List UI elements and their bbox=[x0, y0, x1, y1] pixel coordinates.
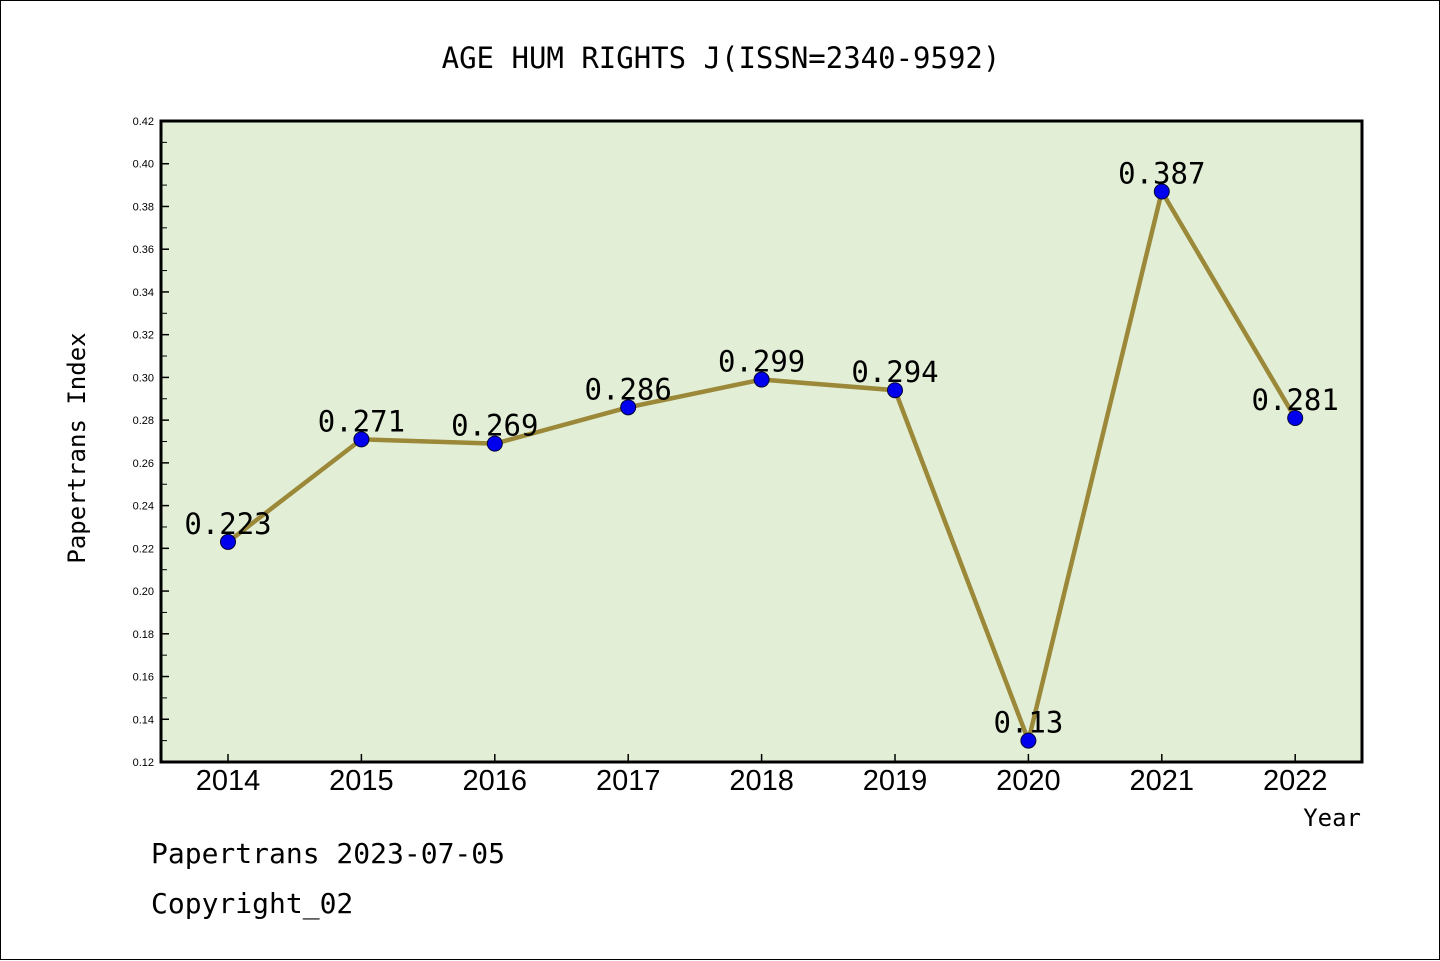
y-tick-label: 0.28 bbox=[133, 415, 154, 427]
y-tick-label: 0.12 bbox=[133, 757, 154, 769]
y-axis-label: Papertrans Index bbox=[63, 332, 91, 563]
y-tick-label: 0.38 bbox=[133, 201, 154, 213]
data-label: 0.281 bbox=[1252, 383, 1339, 417]
y-tick-label: 0.32 bbox=[133, 330, 154, 342]
y-tick-label: 0.34 bbox=[133, 287, 154, 299]
y-tick-label: 0.14 bbox=[133, 714, 154, 726]
data-point bbox=[620, 399, 637, 416]
y-tick-label: 0.42 bbox=[133, 116, 154, 128]
data-label: 0.269 bbox=[451, 409, 538, 443]
y-tick-label: 0.30 bbox=[133, 372, 154, 384]
y-tick-label: 0.22 bbox=[133, 543, 154, 555]
y-tick-label: 0.36 bbox=[133, 244, 154, 256]
footer-copyright: Copyright_02 bbox=[151, 887, 354, 920]
y-tick-label: 0.20 bbox=[133, 586, 154, 598]
data-label: 0.13 bbox=[993, 706, 1063, 740]
x-tick-label: 2021 bbox=[1130, 765, 1195, 797]
data-label: 0.294 bbox=[851, 355, 938, 389]
data-point bbox=[353, 431, 370, 448]
x-axis: 2014 2015 2016 2017 2018 2019 2020 2021 2022 bbox=[196, 754, 1328, 797]
data-label: 0.299 bbox=[718, 345, 805, 379]
data-label: 0.223 bbox=[184, 507, 271, 541]
y-tick-label: 0.18 bbox=[133, 629, 154, 641]
data-label: 0.387 bbox=[1118, 157, 1205, 191]
x-tick-label: 2014 bbox=[196, 765, 261, 797]
x-tick-label: 2016 bbox=[463, 765, 528, 797]
plot-area bbox=[159, 119, 1364, 764]
series-layer: 0.223 0.271 0.269 0.286 0.299 0.294 0.13 0.387 0… bbox=[184, 157, 1339, 749]
footer-date: Papertrans 2023-07-05 bbox=[151, 837, 506, 870]
data-point bbox=[887, 382, 903, 399]
data-point bbox=[1287, 409, 1304, 426]
x-tick-label: 2019 bbox=[863, 765, 928, 797]
y-axis: 0.12 0.14 0.16 0.18 0.20 0.22 0.24 0.26 0.28 0.30… bbox=[133, 116, 169, 769]
data-label: 0.286 bbox=[585, 372, 672, 406]
x-tick-label: 2017 bbox=[596, 765, 661, 797]
y-tick-label: 0.40 bbox=[133, 159, 154, 171]
x-tick-label: 2022 bbox=[1263, 765, 1328, 797]
data-point bbox=[1020, 732, 1037, 749]
data-point bbox=[486, 435, 503, 452]
y-tick-label: 0.16 bbox=[133, 672, 154, 684]
y-tick-label: 0.26 bbox=[133, 458, 154, 470]
data-point bbox=[220, 533, 236, 550]
data-point bbox=[753, 371, 770, 388]
chart-title: AGE HUM RIGHTS J(ISSN=2340-9592) bbox=[442, 41, 1001, 75]
x-tick-label: 2020 bbox=[996, 765, 1061, 797]
x-tick-label: 2018 bbox=[729, 765, 794, 797]
data-point bbox=[1153, 183, 1170, 200]
x-tick-label: 2015 bbox=[329, 765, 394, 797]
x-axis-label: Year bbox=[1303, 804, 1361, 832]
data-label: 0.271 bbox=[318, 404, 405, 438]
y-tick-label: 0.24 bbox=[133, 501, 154, 513]
